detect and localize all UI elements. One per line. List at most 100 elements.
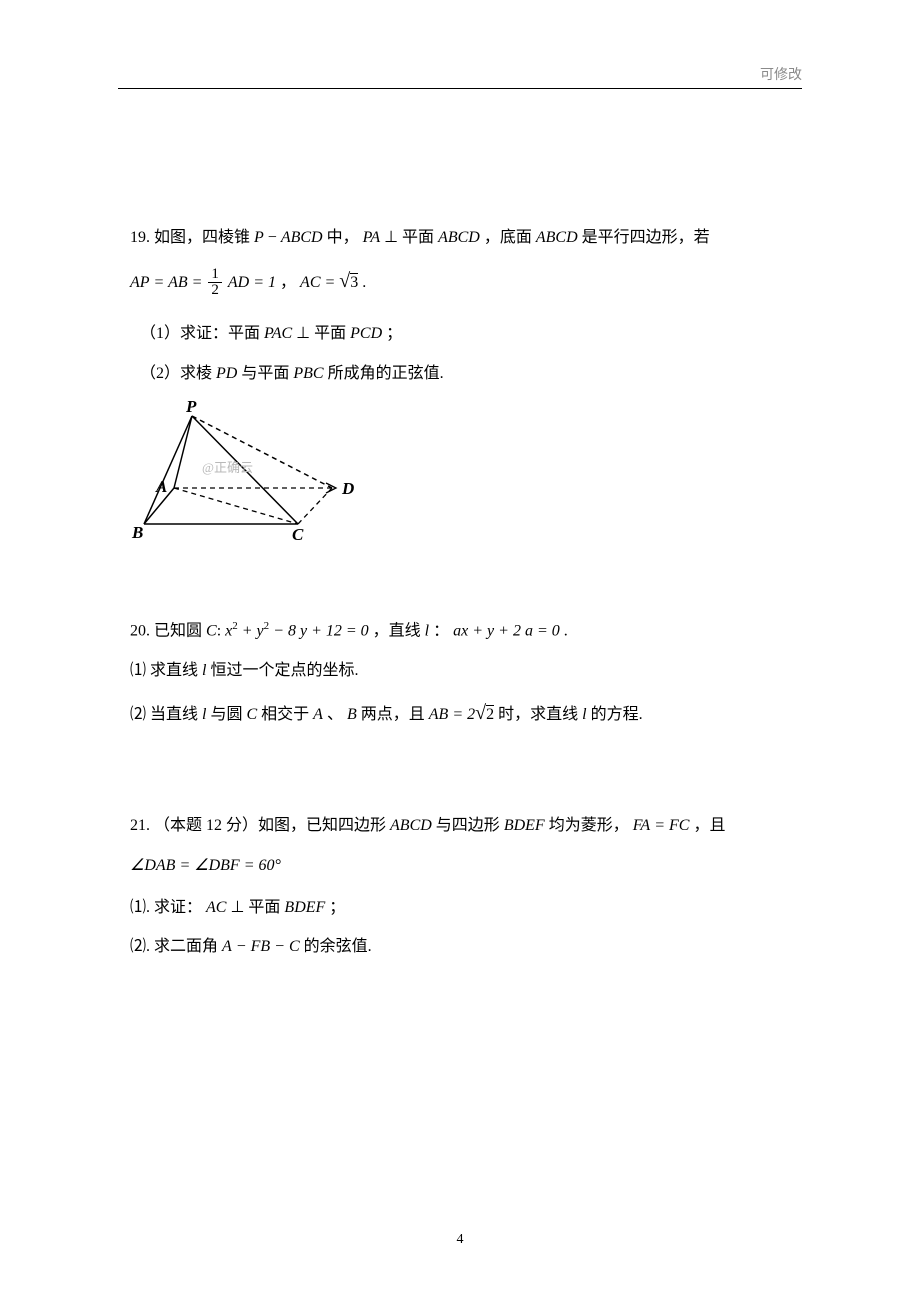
- p20-q2: ⑵ 当直线 l 与圆 C 相交于 A 、 B 两点，且 AB = 2√2 时，求…: [130, 697, 790, 729]
- p19-figure-svg: P A B C D @正确云: [130, 400, 390, 545]
- p20-x2: 2: [232, 620, 238, 632]
- p20-q2-l2: l: [582, 706, 586, 723]
- p20-q2-end: 时，求直线: [498, 706, 582, 723]
- p20-sqrt2: √2: [475, 706, 494, 723]
- p21-q1-end: ；: [329, 899, 345, 916]
- p19-eq-ac: AC: [300, 274, 320, 291]
- p19-q1: （1）求证：平面 PAC ⊥ 平面 PCD ；: [130, 321, 790, 347]
- p19-frac-num: 1: [208, 267, 222, 284]
- p20-q2-l: l: [202, 706, 206, 723]
- p19-frac-den: 2: [208, 283, 222, 299]
- p20-minus: − 8: [273, 622, 296, 639]
- p20-q2-AB: AB: [429, 706, 449, 723]
- fig-watermark: @正确云: [202, 460, 253, 475]
- p21-eq: =: [654, 817, 669, 834]
- p20-q2-d: 、: [327, 706, 343, 723]
- p19-period: .: [362, 274, 366, 291]
- p21-ang2: ∠: [194, 857, 208, 874]
- p20-plus1: +: [242, 622, 257, 639]
- p21-bdef2: BDEF: [284, 899, 325, 916]
- p21-fa: FA: [633, 817, 650, 834]
- p20-t3: .: [564, 622, 568, 639]
- p21-eqang: =: [179, 857, 194, 874]
- p21-q1: ⑴. 求证： AC ⊥ 平面 BDEF ；: [130, 895, 790, 921]
- p19-t4: ，底面: [484, 229, 536, 246]
- fig-label-P: P: [185, 400, 197, 416]
- p20-q2-mid: 与圆: [210, 706, 246, 723]
- p21-dab: DAB: [144, 857, 175, 874]
- p19-eq-ad: AD: [228, 274, 249, 291]
- p20-colon: :: [217, 622, 225, 639]
- p19-eq1: =: [154, 274, 169, 291]
- p19-expr-abcd2: ABCD: [536, 229, 578, 246]
- p21-line2: ∠DAB = ∠DBF = 60°: [130, 853, 790, 879]
- p21-num: 21.: [130, 817, 150, 834]
- p21-q2-t: ⑵. 求二面角: [130, 938, 222, 955]
- p20-q1-l: l: [202, 662, 206, 679]
- page-number: 4: [457, 1232, 464, 1248]
- p21-ac: AC: [206, 899, 226, 916]
- header-right-label: 可修改: [760, 64, 802, 84]
- p20-q2-mid3: 两点，且: [361, 706, 429, 723]
- p19-q2-end: 所成角的正弦值.: [328, 365, 444, 382]
- p19-line1: 19. 如图，四棱锥 P − ABCD 中， PA ⊥ 平面 ABCD ，底面 …: [130, 225, 790, 251]
- p20-ax: ax: [453, 622, 468, 639]
- header-rule: [118, 88, 802, 89]
- p19-eq4: =: [325, 274, 340, 291]
- p19-t5: 是平行四边形，若: [582, 229, 710, 246]
- p21-t2: 与四边形: [436, 817, 504, 834]
- p21-bdef: BDEF: [504, 817, 545, 834]
- p19-q1-pac: PAC: [264, 325, 292, 342]
- p19-q1-pcd: PCD: [350, 325, 382, 342]
- p19-q2-pd: PD: [216, 365, 237, 382]
- fig-label-B: B: [131, 523, 143, 542]
- p20-eq-y3: y: [300, 622, 307, 639]
- p19-line2: AP = AB = 1 2 AD = 1 ， AC = √3 .: [130, 265, 790, 300]
- p21-t1: （本题 12 分）如图，已知四边形: [154, 817, 390, 834]
- page-content: 19. 如图，四棱锥 P − ABCD 中， PA ⊥ 平面 ABCD ，底面 …: [130, 225, 790, 974]
- p19-q2-mid: 与平面: [241, 365, 293, 382]
- p20-plus2: + 12 = 0: [311, 622, 369, 639]
- p21-d2: −: [274, 938, 289, 955]
- p20-q2-C: C: [246, 706, 257, 723]
- p19-perp1: ⊥: [384, 229, 402, 246]
- p20-l: l: [425, 622, 429, 639]
- p19-num: 19.: [130, 229, 150, 246]
- p21-t3: 均为菱形，: [549, 817, 629, 834]
- p21-q1-mid: 平面: [248, 899, 284, 916]
- p20-q2-A: A: [313, 706, 323, 723]
- p19-q2: （2）求棱 PD 与平面 PBC 所成角的正弦值.: [130, 361, 790, 387]
- p20-t1: 已知圆: [154, 622, 206, 639]
- p19-q1-mid: 平面: [314, 325, 350, 342]
- p20-p1: +: [472, 622, 487, 639]
- p20-colon2: ：: [433, 622, 449, 639]
- p20-q2-B: B: [347, 706, 357, 723]
- p20-q1-t: ⑴ 求直线: [130, 662, 202, 679]
- p20-y: y: [487, 622, 494, 639]
- p21-ang1: ∠: [130, 857, 144, 874]
- fig-label-A: A: [155, 477, 167, 496]
- p20-eq-y: y: [257, 622, 264, 639]
- p19-eq-ab: AB: [168, 274, 188, 291]
- p21-d1: −: [236, 938, 251, 955]
- p21-q1-t: ⑴. 求证：: [130, 899, 202, 916]
- p19-eq2: =: [192, 274, 207, 291]
- p21-q2: ⑵. 求二面角 A − FB − C 的余弦值.: [130, 934, 790, 960]
- p19-expr-abcd: ABCD: [438, 229, 480, 246]
- p19-q2-label: （2）求棱: [140, 365, 216, 382]
- p21-fb: FB: [251, 938, 271, 955]
- p19-q1-label: （1）求证：平面: [140, 325, 264, 342]
- p21-deg: = 60°: [244, 857, 281, 874]
- p20-y2: 2: [264, 620, 270, 632]
- p19-t3: 平面: [402, 229, 438, 246]
- p19-expr1: P − ABCD: [254, 229, 323, 246]
- p21-abcd: ABCD: [390, 817, 432, 834]
- p20-q1-end: 恒过一个定点的坐标.: [210, 662, 358, 679]
- p21-dbf: DBF: [209, 857, 240, 874]
- p19-eq-ap: AP: [130, 274, 150, 291]
- p20-line1: 20. 已知圆 C: x2 + y2 − 8 y + 12 = 0 ，直线 l …: [130, 618, 790, 644]
- p20-a: a: [525, 622, 533, 639]
- p21-perp: ⊥: [230, 899, 248, 916]
- p19-t1: 如图，四棱锥: [154, 229, 254, 246]
- p19-t2: 中，: [327, 229, 359, 246]
